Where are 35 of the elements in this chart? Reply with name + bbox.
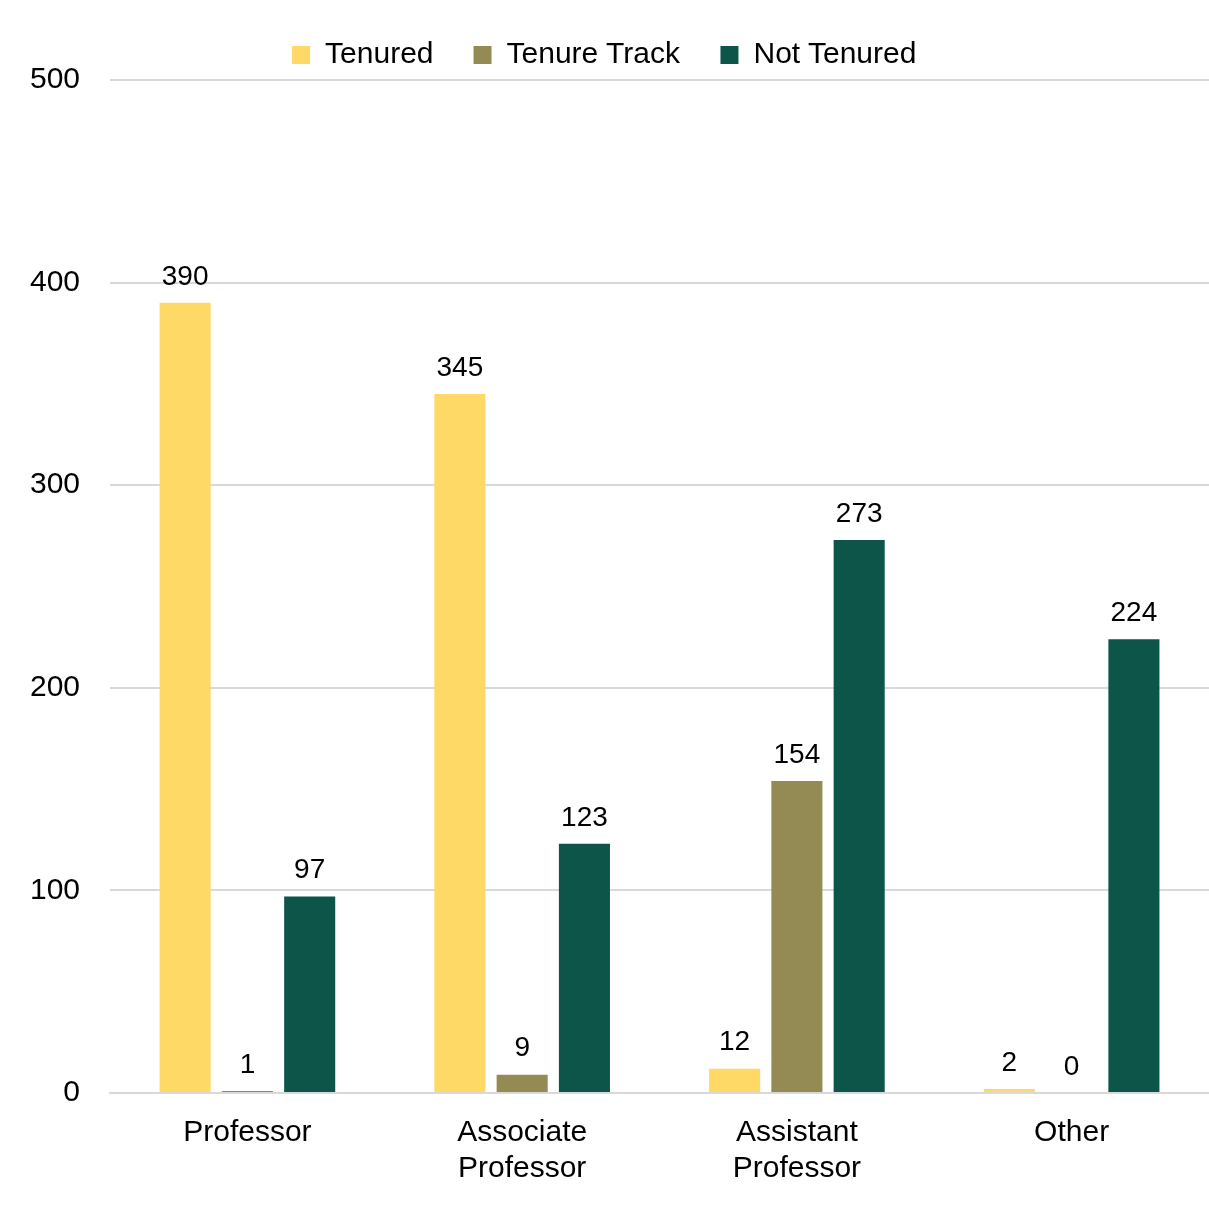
bar [496, 1074, 548, 1092]
bar [709, 1068, 761, 1092]
data-label: 12 [719, 1025, 751, 1057]
data-label: 273 [835, 496, 883, 528]
data-label: 390 [161, 259, 209, 291]
legend-label: Tenured [325, 36, 434, 70]
y-tick-label: 0 [63, 1074, 81, 1108]
data-label: 123 [561, 800, 608, 832]
bar [434, 394, 486, 1092]
bar [159, 302, 211, 1092]
bar [1108, 639, 1160, 1092]
data-label: 9 [514, 1031, 530, 1063]
data-label: 154 [773, 737, 821, 769]
bar [833, 539, 885, 1092]
legend-label: Tenure Track [506, 36, 681, 70]
y-tick-label: 500 [29, 61, 81, 95]
data-label: 1 [239, 1047, 256, 1079]
data-label: 97 [294, 853, 326, 885]
x-tick-label: Associate Professor [457, 1114, 588, 1184]
x-tick-label: Assistant Professor [732, 1114, 862, 1184]
x-tick-label: Other [1034, 1114, 1110, 1148]
data-label: 224 [1110, 595, 1158, 627]
y-tick-label: 400 [29, 263, 81, 297]
legend-label: Not Tenured [753, 36, 917, 70]
data-label: 2 [1001, 1045, 1018, 1077]
x-tick-label: Professor [183, 1114, 312, 1148]
bar [983, 1088, 1035, 1092]
data-label: 0 [1063, 1049, 1080, 1081]
bar [558, 843, 610, 1092]
y-tick-label: 200 [29, 669, 81, 703]
y-tick-label: 300 [29, 466, 81, 500]
data-label: 345 [436, 350, 484, 382]
bar [771, 781, 823, 1092]
y-tick-label: 100 [29, 871, 81, 905]
bar [284, 896, 336, 1092]
